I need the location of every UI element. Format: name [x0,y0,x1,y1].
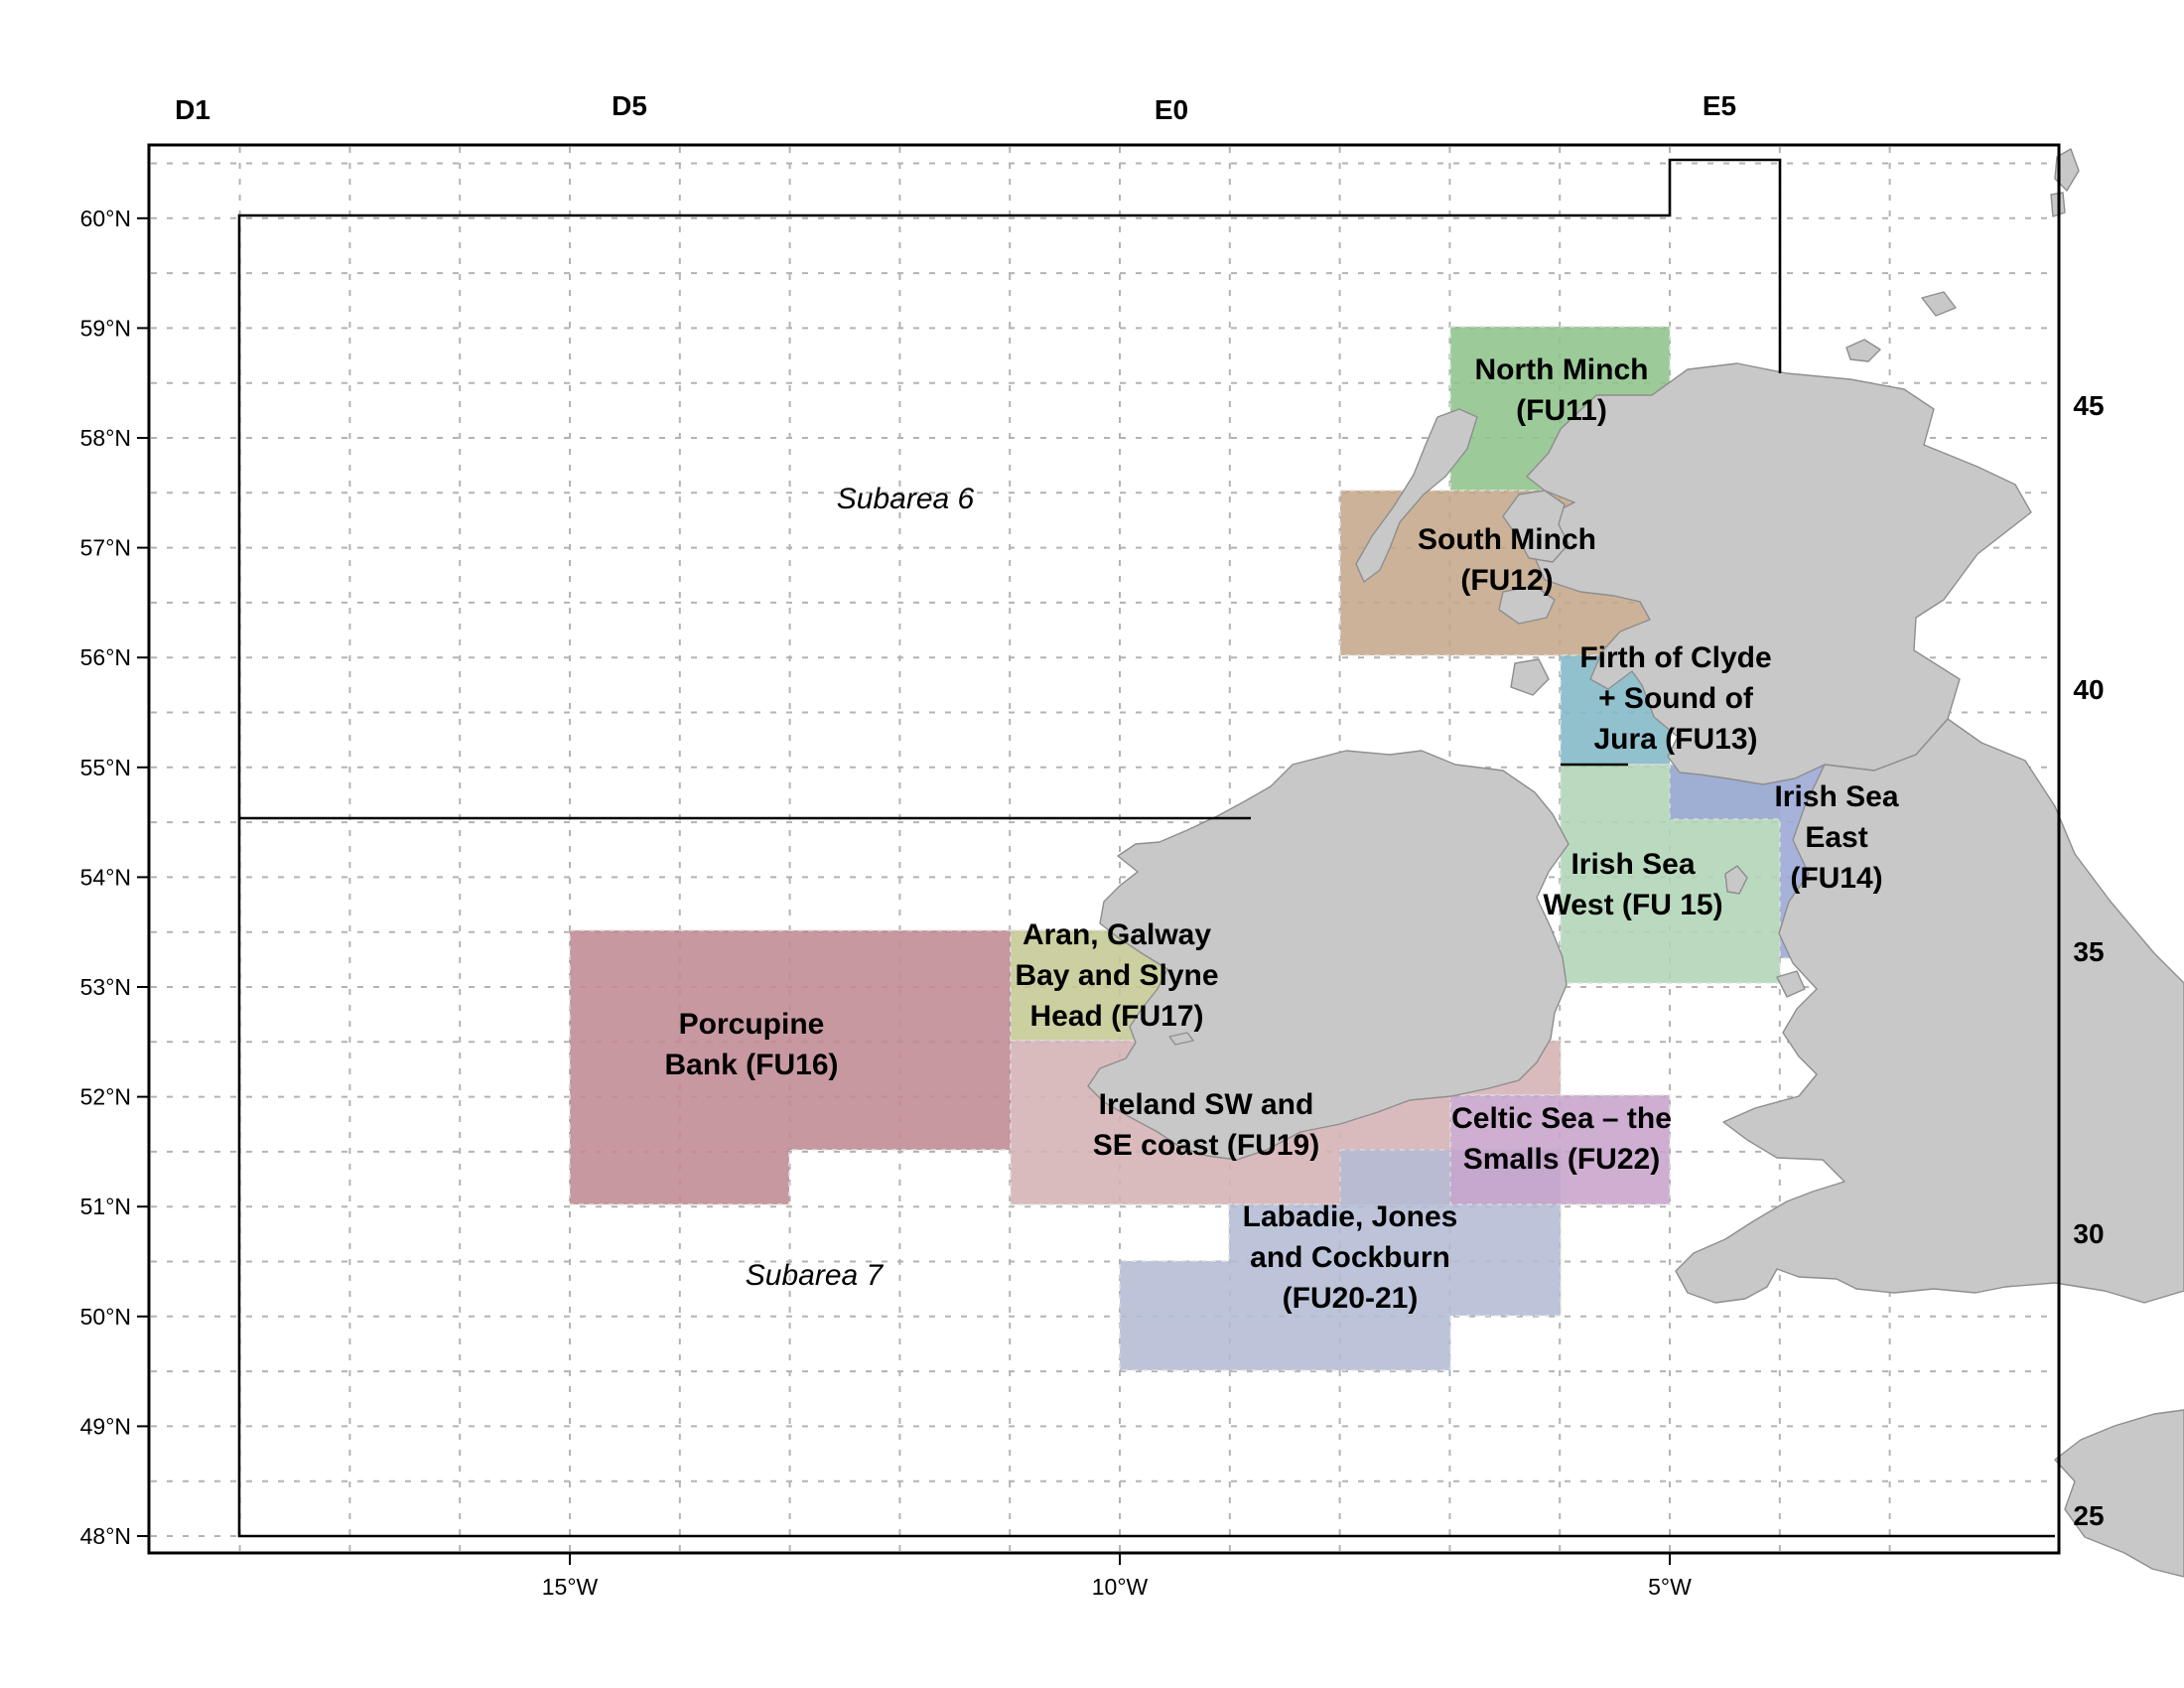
rect-label-right: 25 [2073,1500,2104,1531]
label-fu12-line-1: South Minch [1418,523,1596,556]
label-fu15-line-1: Irish Sea [1570,848,1695,881]
label-fu17-line-2: Bay and Slyne [1015,959,1218,992]
label-fu11-line-1: North Minch [1475,353,1649,386]
lat-label: 58°N [80,425,131,451]
label-fu2021-line-1: Labadie, Jones [1243,1200,1458,1233]
lat-label: 53°N [80,974,131,1000]
lon-label: 5°W [1648,1574,1692,1600]
lat-label: 52°N [80,1084,131,1110]
label-fu22-line-2: Smalls (FU22) [1463,1143,1660,1176]
latitude-axis: 60°N 59°N 58°N 57°N 56°N 55°N 54°N 53°N 52°N 51°N… [80,206,149,1549]
land-orkney [1845,339,1881,362]
rect-label-right: 45 [2073,390,2104,421]
label-fu12-line-2: (FU12) [1460,564,1553,597]
label-fu16-line-2: Bank (FU16) [664,1049,838,1081]
subarea-labels: Subarea 6 Subarea 7 [746,483,975,1292]
label-fu14-line-2: East [1805,821,1867,854]
lat-label: 50°N [80,1304,131,1330]
label-fu14-line-1: Irish Sea [1774,780,1898,813]
land-skye [1502,490,1570,563]
label-fu17-line-1: Aran, Galway [1023,918,1211,951]
lat-label: 54°N [80,864,131,890]
label-fu14-line-3: (FU14) [1790,862,1882,895]
rect-label-top: E0 [1155,94,1188,125]
land-scotland [1526,362,2032,785]
lat-label: 49°N [80,1413,131,1439]
land-outer-hebrides [1355,408,1478,583]
label-fu22-line-1: Celtic Sea – the [1451,1102,1672,1135]
label-fu2021-line-3: (FU20-21) [1283,1282,1419,1315]
lat-label: 60°N [80,206,131,231]
landmass [1087,148,2184,1578]
subarea-boundaries [237,158,2055,1538]
rect-label-top: D5 [612,90,647,121]
label-fu19-line-2: SE coast (FU19) [1093,1129,1319,1162]
label-fu13-line-3: Jura (FU13) [1593,723,1757,756]
lat-label: 48°N [80,1523,131,1549]
longitude-axis: 15°W 10°W 5°W [542,1553,1692,1600]
lon-label: 15°W [542,1574,599,1600]
zone-fu22 [1449,1094,1671,1205]
land-orkney-north [1921,291,1957,317]
lat-label: 51°N [80,1194,131,1219]
land-isle-of-man [1724,865,1748,895]
label-fu13-line-2: + Sound of [1598,682,1754,715]
right-rectangle-labels: 45 40 35 30 25 [2073,390,2104,1531]
subarea-6-label: Subarea 6 [837,483,975,515]
functional-unit-labels: North Minch (FU11) South Minch (FU12) Firth … [664,353,1898,1315]
label-fu15-line-2: West (FU 15) [1543,889,1722,921]
label-fu17-line-3: Head (FU17) [1029,1000,1203,1033]
subarea-7-boundary [237,818,2055,1538]
rect-label-top: D1 [175,94,210,125]
lat-label: 59°N [80,315,131,341]
lat-label: 57°N [80,535,131,561]
land-mull [1498,585,1556,625]
lat-label: 55°N [80,755,131,780]
land-england [1675,718,2184,1304]
label-fu16-line-1: Porcupine [679,1008,825,1041]
rect-label-top: E5 [1703,90,1736,121]
rect-label-right: 35 [2073,936,2104,967]
label-fu19-line-1: Ireland SW and [1099,1088,1314,1121]
label-fu2021-line-2: and Cockburn [1250,1241,1450,1274]
lat-label: 56°N [80,644,131,670]
land-anglesey [1776,970,1806,998]
land-ireland [1087,750,1570,1161]
label-fu11-line-2: (FU11) [1516,394,1607,427]
land-islay [1510,658,1550,696]
top-rectangle-labels: D1 D5 E0 E5 [175,90,1736,125]
map-frame [147,143,2061,1555]
lon-label: 10°W [1092,1574,1149,1600]
land-brittany [2054,1409,2184,1578]
subarea-7-label: Subarea 7 [746,1259,885,1292]
land-shetland [2054,148,2080,192]
subarea-6-boundary [237,158,1782,818]
rect-label-right: 30 [2073,1218,2104,1249]
land-aran-islands [1168,1032,1194,1046]
rect-label-right: 40 [2073,674,2104,705]
label-fu13-line-1: Firth of Clyde [1579,641,1771,674]
